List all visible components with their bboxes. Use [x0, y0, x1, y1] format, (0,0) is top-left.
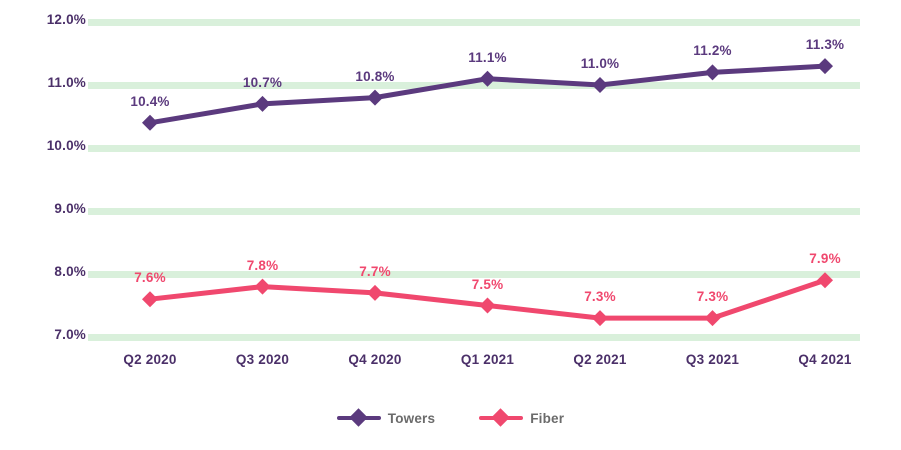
- data-point-marker[interactable]: [592, 310, 608, 327]
- legend-swatch-icon: [479, 408, 524, 427]
- data-point-marker[interactable]: [142, 291, 158, 308]
- gridline: [88, 19, 860, 26]
- data-point-label: 11.0%: [580, 56, 620, 71]
- data-point-marker[interactable]: [817, 58, 833, 75]
- data-point-marker[interactable]: [592, 77, 608, 93]
- data-point-label: 11.3%: [805, 37, 845, 53]
- data-point-label: 7.5%: [471, 276, 504, 292]
- y-tick-label: 10.0%: [46, 138, 86, 153]
- data-point-label: 7.9%: [809, 251, 841, 267]
- x-axis: Q2 2020 Q3 2020 Q4 2020 Q1 2021 Q2 2021 Q3 20…: [88, 352, 860, 378]
- data-point-marker[interactable]: [704, 64, 721, 81]
- legend-label: Fiber: [530, 410, 565, 426]
- data-point-marker[interactable]: [479, 297, 496, 314]
- chart-legend: Towers Fiber: [0, 404, 901, 432]
- plot-area: 10.4% 10.7% 10.8% 11.1% 11.0% 11.2% 11.3% 7.6% 7…: [88, 0, 860, 341]
- y-tick-label: 12.0%: [46, 12, 86, 27]
- data-point-label: 11.1%: [468, 49, 507, 65]
- data-point-marker[interactable]: [479, 70, 496, 87]
- x-tick-label: Q3 2020: [235, 352, 290, 367]
- gridline: [88, 208, 860, 215]
- data-point-label: 10.8%: [355, 68, 395, 84]
- gridline: [88, 82, 860, 89]
- y-tick-label: 7.0%: [54, 327, 86, 342]
- y-tick-label: 9.0%: [54, 201, 86, 216]
- y-axis: 12.0% 11.0% 10.0% 9.0% 8.0% 7.0%: [0, 0, 86, 342]
- y-tick-label: 11.0%: [47, 75, 86, 90]
- legend-item-fiber[interactable]: Fiber: [479, 408, 565, 427]
- series-layer: [142, 58, 833, 327]
- x-tick-label: Q2 2021: [573, 352, 627, 367]
- data-point-marker[interactable]: [704, 310, 721, 327]
- x-tick-label: Q4 2021: [798, 352, 852, 367]
- x-tick-label: Q4 2020: [348, 352, 402, 367]
- data-point-label: 7.7%: [359, 263, 391, 279]
- gridline: [88, 145, 860, 152]
- legend-label: Towers: [387, 410, 436, 426]
- x-tick-label: Q1 2021: [460, 352, 515, 367]
- data-point-marker[interactable]: [254, 95, 271, 112]
- legend-item-towers[interactable]: Towers: [336, 408, 436, 427]
- data-point-label: 7.3%: [584, 289, 616, 305]
- legend-swatch-icon: [336, 408, 381, 427]
- data-point-label: 10.7%: [242, 74, 283, 90]
- y-tick-label: 8.0%: [54, 264, 86, 279]
- data-point-marker[interactable]: [254, 278, 271, 295]
- data-point-marker[interactable]: [142, 114, 158, 131]
- x-tick-label: Q3 2021: [685, 352, 740, 367]
- data-point-marker[interactable]: [367, 284, 383, 301]
- data-point-label: 11.2%: [693, 43, 732, 59]
- data-point-marker[interactable]: [817, 272, 833, 289]
- data-point-label: 7.8%: [246, 257, 279, 273]
- x-tick-label: Q2 2020: [123, 352, 177, 367]
- gridline: [88, 334, 860, 341]
- data-point-label: 7.3%: [696, 289, 729, 305]
- data-point-label: 7.6%: [134, 270, 166, 286]
- data-point-label: 10.4%: [130, 93, 170, 109]
- data-point-marker[interactable]: [367, 89, 383, 106]
- gridline: [88, 271, 860, 278]
